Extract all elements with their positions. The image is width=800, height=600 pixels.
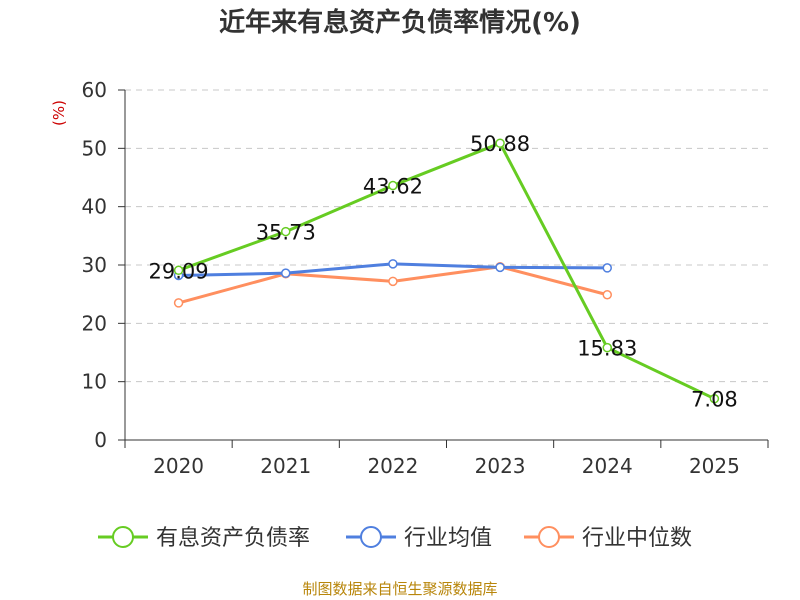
y-tick-label: 60 — [82, 78, 107, 102]
data-label: 29.09 — [149, 259, 209, 283]
series-line — [178, 141, 716, 401]
data-point — [281, 226, 291, 237]
legend-marker — [112, 526, 134, 548]
legend-label: 有息资产负债率 — [156, 526, 310, 551]
data-point — [173, 265, 184, 276]
legend-label: 行业中位数 — [582, 526, 692, 551]
x-tick-label: 2020 — [153, 454, 204, 478]
data-point — [388, 180, 398, 191]
data-point — [173, 298, 184, 308]
data-label: 50.88 — [470, 132, 530, 156]
y-tick-label: 0 — [94, 428, 107, 452]
data-point — [602, 342, 612, 353]
x-tick-label: 2021 — [260, 454, 311, 478]
data-point — [602, 290, 612, 300]
legend-label: 行业均值 — [404, 526, 492, 551]
data-point — [495, 262, 505, 273]
source-note: 制图数据来自恒生聚源数据库 — [302, 580, 498, 598]
y-tick-label: 40 — [82, 195, 107, 219]
x-tick-label: 2022 — [367, 454, 418, 478]
y-tick-label: 10 — [82, 370, 107, 394]
x-tick-label: 2025 — [689, 454, 740, 478]
data-point — [388, 276, 398, 287]
data-label: 43.62 — [363, 175, 423, 199]
x-tick-label: 2024 — [582, 454, 633, 478]
data-label: 35.73 — [256, 221, 316, 245]
data-point — [388, 259, 398, 269]
legend-marker — [538, 526, 560, 548]
y-tick-label: 30 — [82, 253, 107, 277]
data-point — [495, 138, 505, 148]
data-label: 7.08 — [691, 388, 738, 412]
x-tick-label: 2023 — [475, 454, 526, 478]
chart-title: 近年来有息资产负债率情况(%) — [219, 8, 581, 38]
data-point — [602, 263, 612, 273]
y-tick-label: 20 — [82, 311, 107, 335]
data-label: 15.83 — [577, 337, 637, 361]
y-tick-label: 50 — [82, 136, 107, 160]
legend-marker — [360, 526, 382, 548]
data-point — [709, 393, 720, 404]
data-point — [281, 268, 291, 278]
